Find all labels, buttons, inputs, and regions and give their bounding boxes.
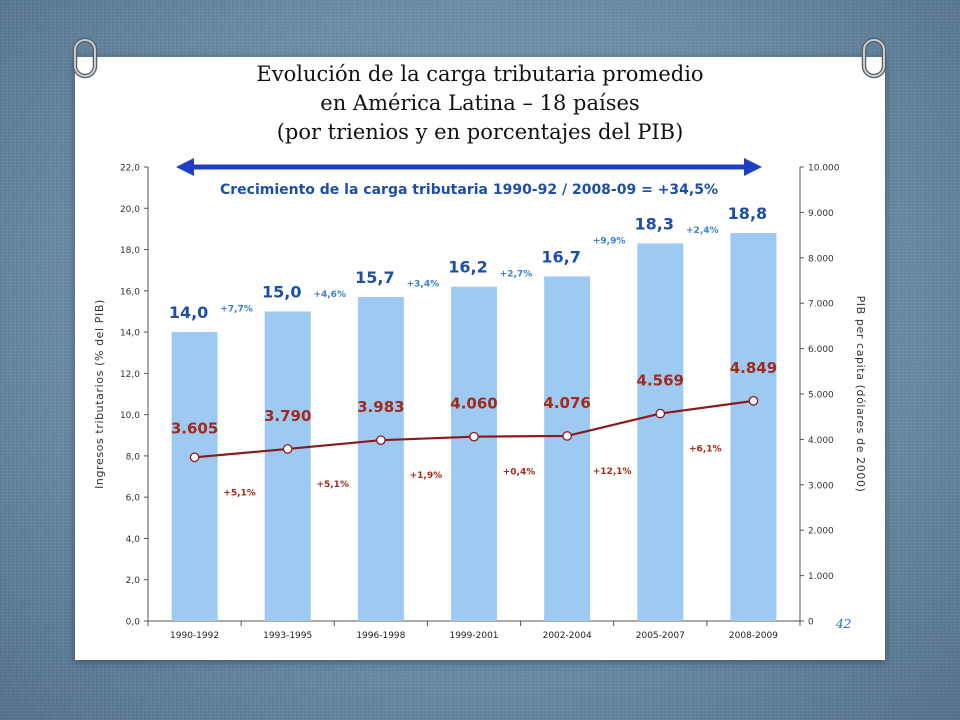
line-value-label: 4.569 [637, 372, 684, 390]
x-tick-label: 2005-2007 [636, 631, 685, 641]
y-tick-label-left: 10,0 [120, 411, 140, 421]
y-tick-label-right: 4.000 [808, 436, 834, 446]
bar [357, 297, 404, 621]
data-labels: 14,0 15,0 15,7 16,2 16,7 18,3 18,8 +7,7% +4,6% +3… [169, 204, 777, 498]
bar [544, 276, 591, 621]
banner-arrow-head-left [176, 158, 194, 176]
bar-value-label: 15,0 [262, 282, 301, 301]
gdp-line-series [189, 396, 759, 463]
bar-value-label: 14,0 [169, 303, 208, 322]
line-point [282, 444, 293, 454]
y-tick-label-right: 8.000 [808, 254, 834, 264]
y-tick-label-left: 0,0 [126, 618, 141, 628]
line-point [376, 435, 386, 446]
line-point [189, 452, 200, 463]
bar-value-label: 16,7 [541, 247, 580, 266]
bar-value-label: 18,3 [635, 214, 674, 233]
line-value-label: 4.076 [543, 394, 590, 412]
x-tick-label: 1996-1998 [356, 631, 405, 641]
line-change-label: +5,1% [223, 488, 256, 498]
y-tick-label-left: 16,0 [120, 287, 140, 297]
y-tick-label-right: 2.000 [808, 527, 834, 537]
line-change-label: +5,1% [316, 480, 349, 490]
slide-title: Evolución de la carga tributaria promedi… [0, 60, 960, 147]
y-tick-label-right: 7.000 [808, 300, 834, 310]
bar [264, 311, 311, 621]
bar-value-label: 18,8 [728, 204, 767, 223]
bar [451, 286, 497, 621]
binder-ring-icon-left [72, 37, 98, 79]
line-point [562, 431, 572, 441]
bar [730, 233, 777, 621]
y-tick-label-left: 6,0 [126, 494, 141, 504]
page-number: 42 [836, 617, 852, 631]
bar [637, 243, 684, 621]
bar-change-label: +7,7% [220, 304, 253, 314]
x-tick-label: 2008-2009 [729, 631, 778, 641]
bar-change-label: +3,4% [407, 280, 440, 290]
title-line-1: Evolución de la carga tributaria promedi… [256, 62, 704, 86]
y-tick-label-right: 3.000 [808, 481, 834, 491]
y-tick-label-left: 14,0 [120, 329, 140, 339]
line-change-label: +6,1% [689, 445, 722, 455]
line-change-label: +1,9% [410, 471, 443, 481]
line-value-label: 4.849 [730, 359, 777, 377]
y-tick-label-right: 1.000 [808, 572, 834, 582]
y-axis-title-left: Ingresos tributarios (% del PIB) [93, 299, 106, 489]
y-tick-label-left: 22,0 [120, 164, 140, 174]
y-tick-label-right: 6.000 [808, 345, 834, 355]
line-point [748, 396, 759, 406]
line-value-label: 4.060 [450, 395, 497, 413]
y-tick-label-left: 4,0 [126, 535, 141, 545]
line-value-label: 3.790 [264, 407, 311, 425]
bar-change-label: +9,9% [593, 236, 626, 246]
banner-arrow-head-right [744, 158, 762, 176]
title-line-3: (por trienios y en porcentajes del PIB) [276, 120, 684, 144]
x-tick-label: 1999-2001 [449, 631, 498, 641]
bar-change-label: +2,7% [500, 269, 533, 279]
binder-ring-icon-right [861, 37, 887, 79]
bar-series [171, 233, 777, 621]
title-line-2: en América Latina – 18 países [320, 91, 640, 115]
x-tick-label: 1990-1992 [170, 631, 219, 641]
x-tick-label: 1993-1995 [263, 631, 312, 641]
line-change-label: +0,4% [503, 468, 536, 478]
line-point [469, 431, 479, 442]
y-tick-label-left: 20,0 [120, 205, 140, 215]
y-tick-label-left: 18,0 [120, 246, 140, 256]
chart-axes: 0,0 2,0 4,0 6,0 8,0 10,0 12,0 14,0 16,0 18,0 20,0 2… [93, 164, 867, 642]
y-tick-label-right: 0 [808, 618, 814, 628]
bar-value-label: 16,2 [448, 258, 487, 277]
y-tick-label-left: 12,0 [120, 370, 140, 380]
line-value-label: 3.983 [357, 398, 404, 416]
line-change-label: +12,1% [593, 467, 632, 477]
y-tick-label-left: 8,0 [126, 452, 141, 462]
line-point [655, 408, 666, 419]
line-value-label: 3.605 [171, 419, 218, 437]
y-tick-label-right: 9.000 [808, 209, 834, 219]
banner-text: Crecimiento de la carga tributaria 1990-… [220, 182, 718, 198]
bar [171, 332, 218, 621]
bar-change-label: +4,6% [313, 290, 346, 300]
y-tick-label-right: 5.000 [808, 391, 834, 401]
y-tick-label-right: 10.000 [808, 164, 840, 174]
y-tick-label-left: 2,0 [126, 576, 141, 586]
y-axis-title-right: PIB per capita (dólares de 2000) [854, 296, 867, 493]
growth-banner: Crecimiento de la carga tributaria 1990-… [176, 158, 762, 198]
x-tick-label: 2002-2004 [543, 631, 592, 641]
bar-change-label: +2,4% [686, 226, 719, 236]
bar-value-label: 15,7 [355, 268, 394, 287]
